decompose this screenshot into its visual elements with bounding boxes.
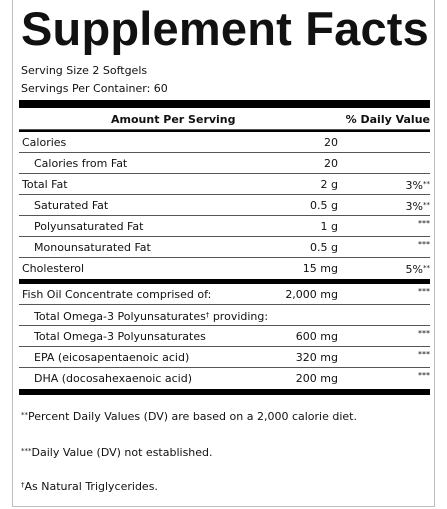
nutrient-amount: 0.5 g: [310, 199, 338, 212]
nutrient-label: Calories: [22, 136, 67, 149]
ingredient-daily-value-not-established: ***: [418, 329, 430, 338]
nutrient-daily-value-not-established: ***: [418, 240, 430, 249]
ingredient-label: Total Omega-3 Polyunsaturates: [34, 330, 206, 343]
nutrient-amount: 15 mg: [302, 262, 338, 275]
nutrient-daily-value-not-established: ***: [418, 219, 430, 228]
nutrient-daily-value: 3%**: [405, 200, 430, 213]
nutrient-label: Polyunsaturated Fat: [34, 220, 144, 233]
nutrient-amount: 0.5 g: [310, 241, 338, 254]
nutrient-amount: 2 g: [320, 178, 338, 191]
nutrient-amount: 20: [324, 157, 338, 170]
nutrient-label: Cholesterol: [22, 262, 85, 275]
ingredient-amount: 320 mg: [295, 351, 338, 364]
servings-per-container: Servings Per Container: 60: [21, 82, 168, 95]
ingredient-amount: 600 mg: [295, 330, 338, 343]
ingredient-row-dha: DHA (docosahexaenoic acid) 200 mg ***: [19, 368, 430, 389]
nutrient-row-total-fat: Total Fat 2 g 3%**: [19, 174, 430, 195]
nutrient-row-calories-from-fat: Calories from Fat 20: [19, 153, 430, 174]
nutrient-label: Saturated Fat: [34, 199, 109, 212]
ingredient-label: DHA (docosahexaenoic acid): [34, 372, 193, 385]
footnote-triglycerides: †As Natural Triglycerides.: [21, 480, 158, 493]
ingredient-label: Fish Oil Concentrate comprised of:: [22, 288, 212, 301]
rule-below-header: [19, 130, 430, 132]
ingredient-row-total-omega3: Total Omega-3 Polyunsaturates 600 mg ***: [19, 326, 430, 347]
amount-per-serving-header: Amount Per Serving: [111, 113, 236, 126]
thick-rule-top: [19, 100, 430, 108]
nutrient-label: Calories from Fat: [34, 157, 128, 170]
daily-value-header: % Daily Value: [345, 113, 430, 126]
ingredient-amount: 2,000 mg: [285, 288, 338, 301]
ingredient-amount: 200 mg: [295, 372, 338, 385]
nutrient-row-saturated-fat: Saturated Fat 0.5 g 3%**: [19, 195, 430, 216]
thick-rule-bottom: [19, 389, 430, 395]
ingredient-label: Total Omega-3 Polyunsaturates† providing…: [34, 310, 269, 323]
ingredient-daily-value-not-established: ***: [418, 287, 430, 296]
ingredient-daily-value-not-established: ***: [418, 371, 430, 380]
ingredient-label: EPA (eicosapentaenoic acid): [34, 351, 190, 364]
ingredient-row-omega3-providing: Total Omega-3 Polyunsaturates† providing…: [19, 305, 430, 326]
nutrient-row-polyunsaturated-fat: Polyunsaturated Fat 1 g ***: [19, 216, 430, 237]
nutrient-label: Monounsaturated Fat: [34, 241, 151, 254]
footnote-daily-value: **Percent Daily Values (DV) are based on…: [21, 410, 357, 423]
header-row: Amount Per Serving % Daily Value: [19, 109, 430, 130]
nutrient-daily-value: 3%**: [405, 179, 430, 192]
footnote-dv-not-established: ***Daily Value (DV) not established.: [21, 446, 213, 459]
nutrient-amount: 20: [324, 136, 338, 149]
nutrient-row-cholesterol: Cholesterol 15 mg 5%**: [19, 258, 430, 279]
ingredient-daily-value-not-established: ***: [418, 350, 430, 359]
thick-rule-middle: [19, 279, 430, 284]
nutrient-amount: 1 g: [320, 220, 338, 233]
supplement-facts-panel: Supplement Facts Serving Size 2 Softgels…: [12, 0, 435, 507]
nutrient-label: Total Fat: [22, 178, 68, 191]
nutrient-row-calories: Calories 20: [19, 132, 430, 153]
serving-size: Serving Size 2 Softgels: [21, 64, 148, 77]
ingredient-row-epa: EPA (eicosapentaenoic acid) 320 mg ***: [19, 347, 430, 368]
panel-title: Supplement Facts: [21, 2, 430, 55]
nutrient-daily-value: 5%**: [405, 263, 430, 276]
nutrient-row-monounsaturated-fat: Monounsaturated Fat 0.5 g ***: [19, 237, 430, 258]
ingredient-row-fish-oil: Fish Oil Concentrate comprised of: 2,000…: [19, 284, 430, 305]
